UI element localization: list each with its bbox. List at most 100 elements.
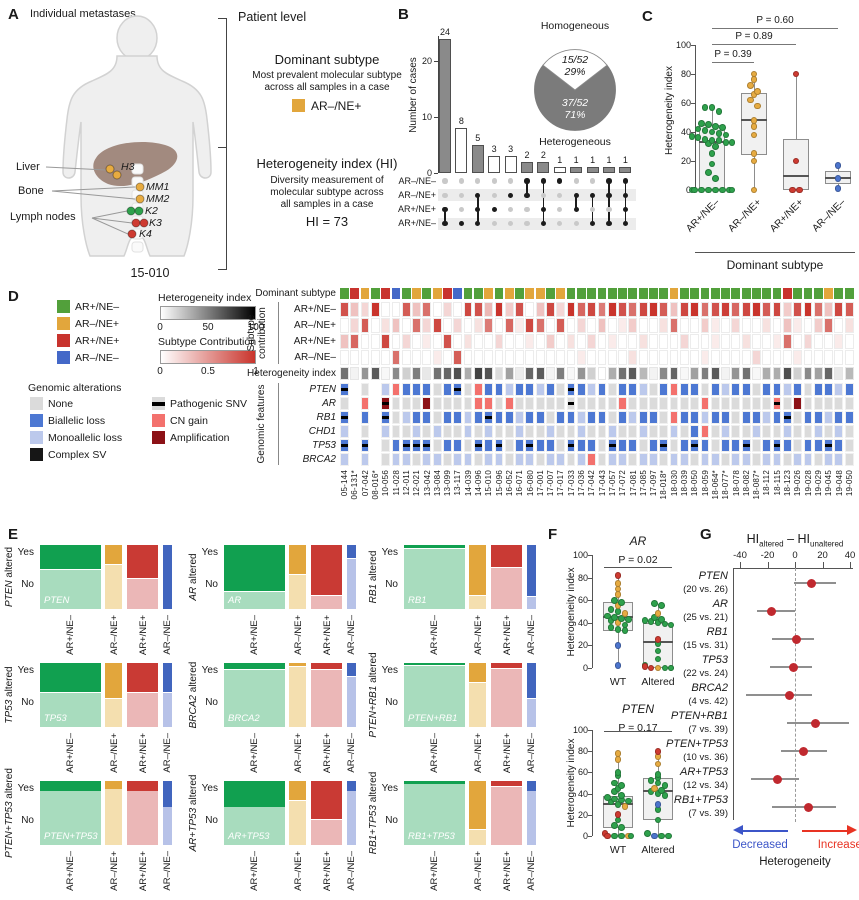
- data-point: [705, 169, 712, 176]
- contrib-cell: [401, 334, 411, 349]
- gene-cell: [731, 439, 741, 452]
- gene-cell: [422, 383, 432, 396]
- gene-cell: [834, 397, 844, 410]
- contrib-cell: [628, 318, 638, 333]
- upset-bar-value: 24: [439, 26, 450, 37]
- gene-cell: [576, 439, 586, 452]
- g-increased-arrow-head: [847, 825, 857, 835]
- gene-cell: [638, 411, 648, 424]
- mosaic-gene-tag: TP53: [44, 713, 67, 724]
- dominant-cell: [710, 288, 720, 299]
- f0-y-tick-label: 0: [582, 663, 588, 673]
- mosaic-no-segment: [526, 699, 536, 727]
- gene-cell: [669, 383, 679, 396]
- legend-contrib-title: Subtype Contribution: [158, 336, 257, 348]
- gene-cell: [576, 383, 586, 396]
- mosaic-no-label: No: [385, 697, 398, 708]
- g-estimate-dot: [789, 662, 799, 672]
- upset-dot: [442, 192, 448, 198]
- genomic-group-line: [278, 383, 279, 465]
- met-label-3: K2: [145, 205, 158, 217]
- gene-cell: [360, 425, 370, 438]
- contrib-cell: [515, 302, 524, 317]
- mosaic-gene-tag: AR: [228, 595, 242, 606]
- contrib-cell: [422, 334, 432, 349]
- mosaic-yes-segment: [526, 545, 536, 597]
- gene-cell: [412, 397, 421, 410]
- dominant-cell: [422, 288, 432, 299]
- panel-g-label: G: [700, 526, 712, 543]
- upset-row-band: [438, 189, 636, 202]
- snv-stripe: [341, 388, 348, 391]
- upset-connector: [624, 181, 627, 224]
- contrib-cell: [824, 334, 833, 349]
- data-point: [651, 600, 658, 607]
- dominant-cell: [690, 288, 700, 299]
- data-point: [750, 76, 758, 84]
- dominant-cell: [782, 288, 792, 299]
- gene-cell: [803, 397, 813, 410]
- contrib-cell: [443, 302, 452, 317]
- gene-cell: [710, 453, 720, 466]
- genomic-group-label: Genomic features: [256, 384, 267, 464]
- data-point: [750, 117, 758, 124]
- c-y-tick-label: 100: [675, 40, 691, 50]
- contrib-cell: [587, 350, 597, 365]
- g-tick-label: 40: [844, 550, 856, 561]
- gene-cell: [731, 453, 741, 466]
- mosaic-ylabel: PTEN+RB1 altered: [368, 652, 379, 738]
- gene-cell: [628, 397, 638, 410]
- upset-bar-value: 1: [606, 155, 612, 166]
- contrib-cell: [772, 302, 782, 317]
- gene-cell: [412, 453, 421, 466]
- contrib-cell: [710, 334, 720, 349]
- gene-cell: [463, 397, 473, 410]
- contrib-cell: [597, 334, 607, 349]
- contrib-cell: [566, 334, 576, 349]
- gene-cell: [566, 453, 576, 466]
- sample-label: 19-026: [793, 470, 803, 497]
- contrib-cell: [824, 302, 833, 317]
- contrib-cell: [443, 350, 452, 365]
- mosaic-yes-segment: [310, 781, 343, 820]
- g-left-spine: [733, 568, 734, 820]
- snv-stripe: [608, 444, 616, 447]
- mosaic-ylabel: RB1 altered: [368, 550, 379, 604]
- upset-dot: [491, 178, 497, 184]
- data-point: [694, 125, 702, 133]
- gene-cell: [576, 453, 586, 466]
- mosaic-no-segment: [126, 692, 159, 727]
- g-gene-label: TP53: [701, 654, 728, 666]
- f0-y-axis: [592, 555, 593, 668]
- contrib-cell: [803, 302, 813, 317]
- panel-b-label: B: [398, 6, 409, 23]
- gene-cell: [793, 425, 803, 438]
- upset-dot: [606, 221, 612, 227]
- hi-cell: [443, 367, 452, 380]
- data-point: [611, 822, 618, 829]
- gene-cell: [587, 383, 597, 396]
- gene-cell: [473, 453, 483, 466]
- gene-cell: [618, 411, 627, 424]
- upset-y-tick-label: 10: [421, 112, 432, 122]
- data-point: [604, 612, 611, 620]
- upset-dot: [508, 192, 514, 198]
- gene-cell: [412, 383, 421, 396]
- gene-cell: [504, 439, 514, 452]
- snv-stripe: [691, 444, 699, 447]
- contrib-cell: [587, 302, 597, 317]
- sample-label: 17-017: [556, 470, 566, 497]
- g-tick-mark: [767, 562, 769, 568]
- contrib-cell: [679, 318, 689, 333]
- data-point: [618, 781, 625, 789]
- f1-y-tick-label: 20: [577, 809, 588, 820]
- upset-dot: [442, 207, 448, 213]
- gene-cell: [813, 453, 823, 466]
- c-y-tick-label: 40: [680, 127, 691, 137]
- gene-cell: [834, 411, 844, 424]
- contrib-cell: [381, 334, 391, 349]
- mosaic-x-label: AR+/NE+: [137, 851, 149, 892]
- mosaic-yes-label: Yes: [381, 665, 398, 676]
- gene-cell: [484, 425, 494, 438]
- data-point: [712, 175, 719, 182]
